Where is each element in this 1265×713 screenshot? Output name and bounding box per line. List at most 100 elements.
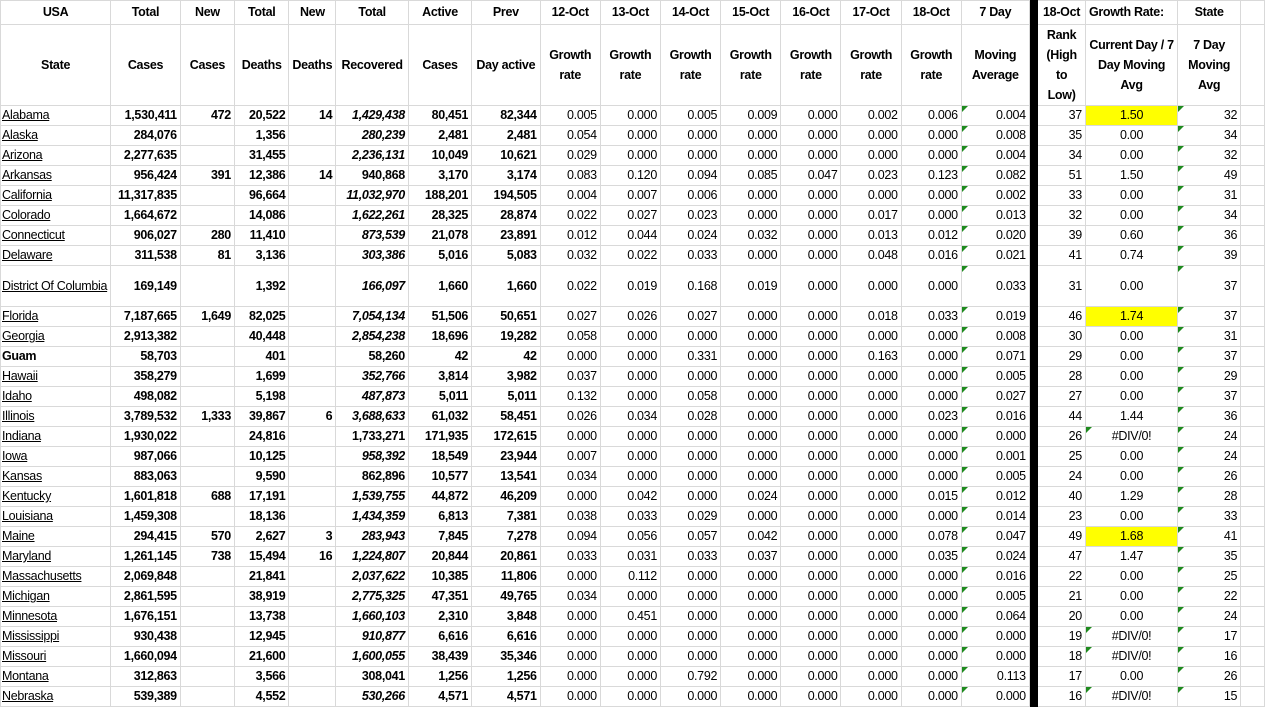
cell[interactable]: 0.022: [539, 205, 601, 226]
cell[interactable]: 906,027: [110, 225, 181, 246]
cell[interactable]: 0.000: [840, 406, 902, 427]
cell[interactable]: 0.000: [720, 245, 782, 266]
column-header[interactable]: 17-Oct: [840, 0, 902, 25]
cell[interactable]: 18,696: [407, 326, 473, 347]
state-cell[interactable]: Iowa: [0, 446, 112, 467]
cell[interactable]: 0.163: [840, 346, 902, 367]
column-header[interactable]: 14-Oct: [659, 0, 722, 25]
cell[interactable]: 0.031: [599, 546, 661, 567]
cell[interactable]: 0.000: [840, 546, 902, 567]
cell[interactable]: 0.013: [840, 225, 902, 246]
cell[interactable]: 0.000: [840, 426, 902, 447]
cell[interactable]: 0.000: [900, 606, 962, 627]
cell[interactable]: 82,344: [471, 105, 541, 126]
state-cell[interactable]: Indiana: [0, 426, 112, 447]
cell[interactable]: 0.000: [720, 586, 782, 607]
empty-cell[interactable]: [1240, 426, 1265, 447]
empty-cell[interactable]: [1240, 265, 1265, 307]
cell[interactable]: 0.331: [659, 346, 722, 367]
cell[interactable]: 311,538: [110, 245, 181, 266]
cell[interactable]: [288, 606, 337, 627]
cell[interactable]: 0.054: [539, 125, 601, 146]
cell[interactable]: 0.023: [659, 205, 722, 226]
cell[interactable]: 0.000: [599, 626, 661, 647]
cell[interactable]: 0.000: [720, 686, 782, 707]
cell[interactable]: 0.000: [720, 446, 782, 467]
cell[interactable]: 58,260: [335, 346, 409, 367]
cell[interactable]: 0.000: [840, 145, 902, 166]
cell[interactable]: 16: [288, 546, 337, 567]
state-cell[interactable]: Alaska: [0, 125, 112, 146]
column-header[interactable]: [1240, 0, 1265, 25]
state-cell[interactable]: Arkansas: [0, 165, 112, 186]
empty-cell[interactable]: [1240, 646, 1265, 667]
cell[interactable]: 0.000: [840, 566, 902, 587]
cell[interactable]: 956,424: [110, 165, 181, 186]
cell[interactable]: 82,025: [233, 306, 290, 327]
state-cell[interactable]: Delaware: [0, 245, 112, 266]
cell[interactable]: 0.012: [960, 486, 1030, 507]
cell[interactable]: 1,676,151: [110, 606, 181, 627]
cell[interactable]: 37: [1177, 346, 1242, 367]
cell[interactable]: 0.000: [900, 466, 962, 487]
cell[interactable]: [179, 446, 235, 467]
cell[interactable]: 0.014: [960, 506, 1030, 527]
empty-cell[interactable]: [1240, 606, 1265, 627]
state-link[interactable]: Connecticut: [2, 228, 65, 242]
column-header[interactable]: 16-Oct: [780, 0, 842, 25]
cell[interactable]: 0.000: [539, 686, 601, 707]
cell[interactable]: 498,082: [110, 386, 181, 407]
cell[interactable]: 1,649: [179, 306, 235, 327]
cell[interactable]: [288, 626, 337, 647]
cell[interactable]: 280: [179, 225, 235, 246]
cell[interactable]: 15: [1177, 686, 1242, 707]
cell[interactable]: 862,896: [335, 466, 409, 487]
cell[interactable]: 0.000: [780, 366, 842, 387]
cell[interactable]: [179, 466, 235, 487]
cell[interactable]: 0.023: [840, 165, 902, 186]
cell[interactable]: 1,733,271: [335, 426, 409, 447]
cell[interactable]: 2,037,622: [335, 566, 409, 587]
cell[interactable]: 0.082: [960, 165, 1030, 186]
cell[interactable]: 6,813: [407, 506, 473, 527]
cell[interactable]: 1,459,308: [110, 506, 181, 527]
cell[interactable]: 0.000: [720, 666, 782, 687]
cell[interactable]: 358,279: [110, 366, 181, 387]
cell[interactable]: 0.042: [720, 526, 782, 547]
cell[interactable]: 0.000: [840, 125, 902, 146]
cell[interactable]: 0.000: [780, 386, 842, 407]
cell[interactable]: 0.032: [539, 245, 601, 266]
cell[interactable]: 0.00: [1084, 185, 1179, 206]
cell[interactable]: 1.50: [1084, 105, 1179, 126]
cell[interactable]: 2,236,131: [335, 145, 409, 166]
empty-cell[interactable]: [1240, 366, 1265, 387]
cell[interactable]: 738: [179, 546, 235, 567]
cell[interactable]: 1,622,261: [335, 205, 409, 226]
cell[interactable]: [179, 386, 235, 407]
cell[interactable]: 0.00: [1084, 386, 1179, 407]
cell[interactable]: 51: [1037, 165, 1086, 186]
cell[interactable]: 0.000: [960, 626, 1030, 647]
cell[interactable]: 0.071: [960, 346, 1030, 367]
cell[interactable]: 0.000: [599, 366, 661, 387]
cell[interactable]: 0.000: [539, 486, 601, 507]
cell[interactable]: 1,660,103: [335, 606, 409, 627]
cell[interactable]: 0.00: [1084, 446, 1179, 467]
cell[interactable]: 0.000: [780, 486, 842, 507]
cell[interactable]: 19: [1037, 626, 1086, 647]
cell[interactable]: 0.033: [900, 306, 962, 327]
cell[interactable]: 21: [1037, 586, 1086, 607]
cell[interactable]: 3,982: [471, 366, 541, 387]
empty-cell[interactable]: [1240, 245, 1265, 266]
cell[interactable]: 472: [179, 105, 235, 126]
cell[interactable]: 23,944: [471, 446, 541, 467]
cell[interactable]: 0.033: [659, 546, 722, 567]
cell[interactable]: 33: [1177, 506, 1242, 527]
cell[interactable]: 29: [1177, 366, 1242, 387]
cell[interactable]: 0.000: [900, 646, 962, 667]
cell[interactable]: [288, 346, 337, 367]
cell[interactable]: 13,541: [471, 466, 541, 487]
cell[interactable]: 0.004: [539, 185, 601, 206]
cell[interactable]: 0.000: [720, 646, 782, 667]
cell[interactable]: 0.033: [659, 245, 722, 266]
